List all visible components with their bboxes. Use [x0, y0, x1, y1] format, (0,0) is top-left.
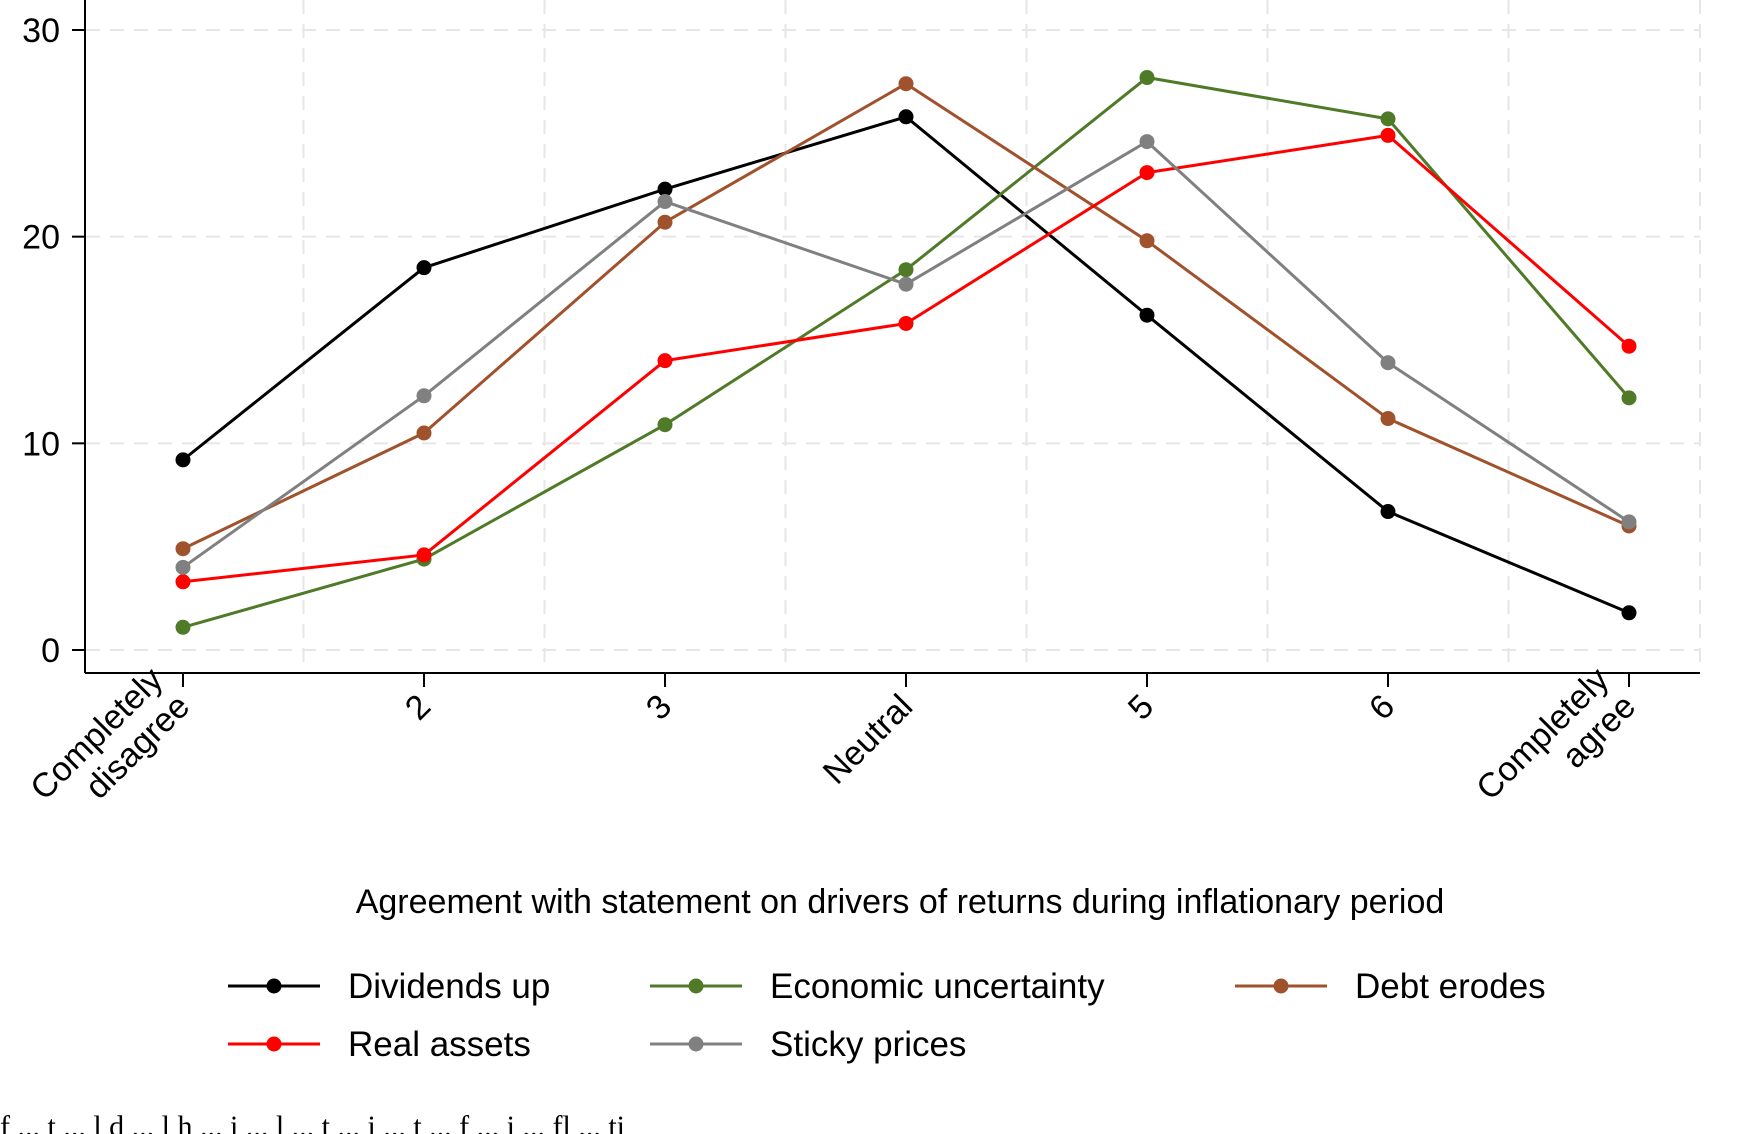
y-ticks: 0 10 20 30: [22, 12, 85, 670]
x-tick-label: 5: [1121, 687, 1161, 727]
x-tick-label-line: 3: [639, 687, 679, 727]
series-point: [898, 315, 914, 331]
series-point: [175, 574, 191, 590]
series-point: [416, 425, 432, 441]
y-tick-label: 0: [41, 632, 60, 670]
series-line: [182, 133, 1630, 584]
series-point: [1621, 338, 1637, 354]
legend-item: Real assets: [228, 1025, 531, 1064]
legend-swatch-marker: [266, 1036, 282, 1052]
series-point: [175, 619, 191, 635]
legend-swatch-marker: [1273, 978, 1289, 994]
series-point: [1380, 504, 1396, 520]
x-tick-label-line: 2: [398, 687, 438, 727]
legend-swatch-marker: [688, 1036, 704, 1052]
series-point: [416, 547, 432, 563]
series-point: [898, 262, 914, 278]
axes: [84, 0, 1700, 674]
legend-label: Real assets: [348, 1025, 531, 1064]
legend-label: Sticky prices: [770, 1025, 966, 1064]
y-tick-label: 10: [22, 425, 60, 463]
series-point: [1621, 605, 1637, 621]
x-tick-label: 6: [1362, 687, 1402, 727]
legend-item: Dividends up: [228, 967, 550, 1006]
series-point: [1139, 233, 1155, 249]
series-point: [175, 559, 191, 575]
series-point: [898, 76, 914, 92]
series-point: [657, 181, 673, 197]
series-point: [1380, 127, 1396, 143]
series-point: [1139, 307, 1155, 323]
series-point: [416, 388, 432, 404]
series-point: [1621, 514, 1637, 530]
series-point: [1380, 111, 1396, 127]
series-point: [657, 353, 673, 369]
y-tick-label: 20: [22, 219, 60, 257]
series-point: [657, 194, 673, 210]
series-point: [657, 417, 673, 433]
y-tick-label: 30: [22, 12, 60, 50]
series-point: [175, 452, 191, 468]
legend-label: Economic uncertainty: [770, 967, 1105, 1006]
series-point: [898, 276, 914, 292]
series-point: [175, 541, 191, 557]
legend-item: Economic uncertainty: [650, 967, 1105, 1006]
grid-lines: [86, 0, 1701, 672]
x-tick-label: 2: [398, 687, 438, 727]
x-tick-label: Neutral: [816, 687, 920, 791]
legend: Dividends up Economic uncertainty Debt ero…: [228, 967, 1546, 1064]
legend-item: Debt erodes: [1235, 967, 1546, 1006]
series-point: [1139, 165, 1155, 181]
x-tick-label-line: 5: [1121, 687, 1161, 727]
series-point: [657, 214, 673, 230]
legend-label: Debt erodes: [1355, 967, 1546, 1006]
series-point: [898, 109, 914, 125]
series-point: [1139, 134, 1155, 150]
series-point: [1380, 355, 1396, 371]
x-tick-label-line: Neutral: [816, 687, 920, 791]
x-axis-title: Agreement with statement on drivers of r…: [356, 883, 1445, 921]
x-tick-label-line: 6: [1362, 687, 1402, 727]
legend-swatch-marker: [688, 978, 704, 994]
x-tick-label: 3: [639, 687, 679, 727]
series-line: [182, 115, 1630, 615]
series-group: [175, 70, 1637, 635]
series-point: [1380, 411, 1396, 427]
series-point: [1139, 70, 1155, 86]
series-point: [1621, 390, 1637, 406]
legend-item: Sticky prices: [650, 1025, 966, 1064]
legend-label: Dividends up: [348, 967, 550, 1006]
series-line: [182, 140, 1630, 569]
series-line: [182, 76, 1631, 629]
series-point: [416, 260, 432, 276]
figure-caption-fragment: f ... t ... l d ... l h ... i ... l ... …: [0, 1112, 625, 1134]
legend-swatch-marker: [266, 978, 282, 994]
